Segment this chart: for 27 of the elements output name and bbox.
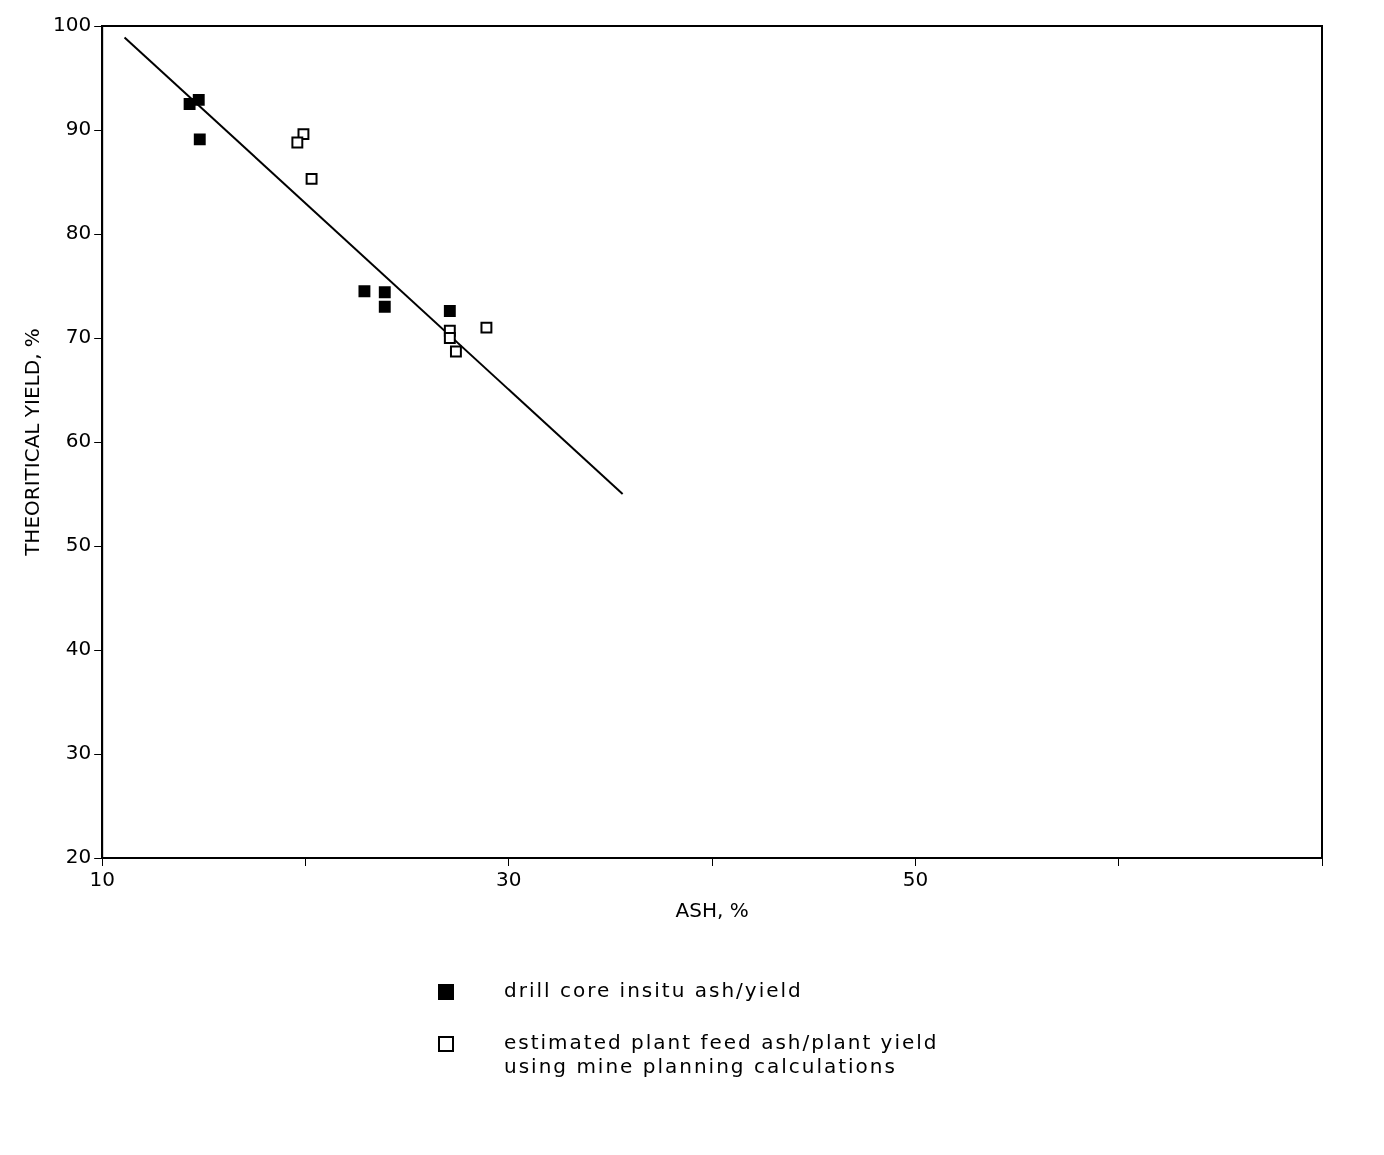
- point: [443, 332, 456, 344]
- y-tick-label: 100: [52, 12, 92, 37]
- point: [358, 285, 371, 298]
- y-tick-label: 20: [65, 844, 92, 869]
- x-axis-title: ASH, %: [675, 898, 749, 923]
- point: [449, 345, 462, 358]
- point: [378, 300, 391, 313]
- y-tick-label: 40: [65, 636, 92, 661]
- x-tick-label: 50: [902, 867, 929, 892]
- point: [305, 172, 318, 185]
- y-tick-label: 30: [65, 740, 92, 765]
- y-tick-label: 60: [65, 428, 92, 453]
- y-tick-label: 90: [65, 116, 92, 141]
- y-axis-title: THEORITICAL YIELD, %: [20, 328, 45, 557]
- point: [291, 136, 304, 149]
- x-tick-label: 30: [496, 867, 522, 892]
- text: drill core insitu ash/yield: [504, 978, 804, 1002]
- y-tick-label: 70: [65, 324, 92, 349]
- point: [193, 133, 206, 146]
- point: [378, 286, 391, 299]
- point: [443, 305, 456, 317]
- text: estimated plant feed ash/plant yield using mine planning calculations: [504, 1030, 940, 1078]
- point: [480, 321, 493, 334]
- y-tick-label: 80: [65, 220, 92, 245]
- point: [192, 93, 205, 106]
- y-tick-label: 50: [65, 532, 92, 557]
- x-tick-label: 10: [89, 867, 115, 892]
